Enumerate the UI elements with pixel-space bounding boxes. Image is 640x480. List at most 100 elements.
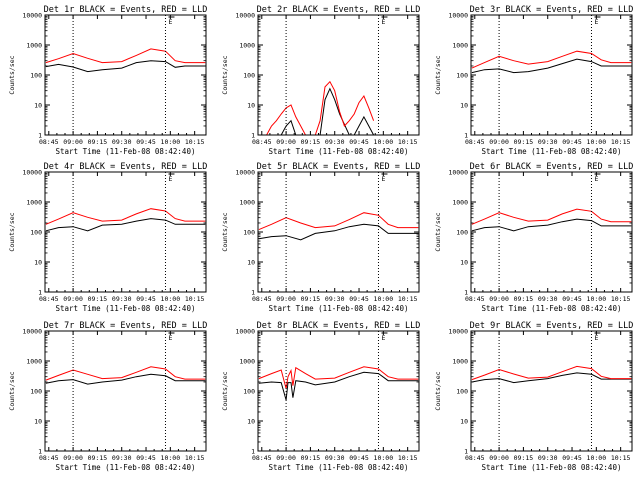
detector-panel-1: Det 1r BLACK = Events, RED = LLDEventsLL… bbox=[8, 5, 207, 156]
y-tick-label: 100 bbox=[456, 229, 468, 237]
x-tick-label: 09:45 bbox=[136, 138, 156, 146]
y-tick-label: 10 bbox=[460, 259, 468, 267]
x-tick-label: 09:45 bbox=[562, 295, 582, 303]
x-tick-label: 10:15 bbox=[185, 454, 205, 462]
detector-panel-6: Det 6r BLACK = Events, RED = LLDEventsLL… bbox=[434, 162, 633, 313]
event-annotation: E bbox=[594, 175, 598, 183]
x-axis-label: Start Time (11-Feb-08 08:42:40) bbox=[482, 463, 622, 472]
y-tick-label: 1000 bbox=[239, 42, 255, 50]
x-tick-label: 09:45 bbox=[349, 295, 369, 303]
series-line-events: Events bbox=[258, 371, 419, 401]
x-tick-label: 09:45 bbox=[349, 138, 369, 146]
x-tick-label: 09:15 bbox=[88, 295, 108, 303]
y-tick-label: 10 bbox=[247, 102, 255, 110]
plot-frame bbox=[257, 330, 420, 452]
y-tick-label: 10 bbox=[34, 102, 42, 110]
detector-panel-8: Det 8r BLACK = Events, RED = LLD EventsLL… bbox=[221, 321, 420, 472]
y-tick-label: 100 bbox=[243, 229, 255, 237]
x-tick-label: 08:45 bbox=[39, 295, 59, 303]
x-tick-label: 08:45 bbox=[252, 454, 272, 462]
x-tick-label: 09:45 bbox=[562, 138, 582, 146]
y-tick-label: 1 bbox=[464, 448, 468, 456]
y-tick-label: 1 bbox=[251, 289, 255, 297]
x-axis-label: Start Time (11-Feb-08 08:42:40) bbox=[269, 147, 409, 156]
x-axis-label: Start Time (11-Feb-08 08:42:40) bbox=[269, 304, 409, 313]
y-tick-label: 10 bbox=[247, 418, 255, 426]
y-tick-label: 1000 bbox=[452, 199, 468, 207]
y-tick-label: 10 bbox=[460, 102, 468, 110]
x-tick-label: 09:00 bbox=[63, 454, 83, 462]
y-tick-label: 10000 bbox=[235, 169, 255, 177]
x-tick-label: 09:15 bbox=[514, 454, 534, 462]
y-tick-label: 10000 bbox=[448, 328, 468, 336]
y-tick-label: 10000 bbox=[22, 328, 42, 336]
series-line-lld: LLD bbox=[45, 208, 206, 225]
x-tick-label: 08:45 bbox=[465, 454, 485, 462]
x-axis-label: Start Time (11-Feb-08 08:42:40) bbox=[56, 304, 196, 313]
panel-title: Det 8r BLACK = Events, RED = LLD bbox=[257, 321, 421, 331]
y-tick-label: 1000 bbox=[26, 358, 42, 366]
y-tick-label: 1 bbox=[38, 132, 42, 140]
x-tick-label: 10:00 bbox=[587, 138, 607, 146]
plot-frame bbox=[44, 330, 207, 452]
y-axis-label: Counts/sec bbox=[434, 371, 442, 410]
x-tick-label: 08:45 bbox=[465, 138, 485, 146]
x-tick-label: 09:30 bbox=[112, 295, 132, 303]
y-tick-label: 100 bbox=[456, 388, 468, 396]
x-tick-label: 10:15 bbox=[398, 454, 418, 462]
x-tick-label: 09:00 bbox=[63, 295, 83, 303]
plot-frame bbox=[470, 14, 633, 136]
plot-frame bbox=[470, 171, 633, 293]
y-axis-label: Counts/sec bbox=[8, 55, 16, 94]
event-annotation: E bbox=[594, 18, 598, 26]
x-tick-label: 10:15 bbox=[185, 295, 205, 303]
y-axis-label: Counts/sec bbox=[434, 212, 442, 251]
x-tick-label: 10:00 bbox=[161, 295, 181, 303]
x-tick-label: 09:15 bbox=[514, 138, 534, 146]
x-tick-label: 09:30 bbox=[538, 138, 558, 146]
event-annotation: E bbox=[381, 18, 385, 26]
y-tick-label: 100 bbox=[243, 388, 255, 396]
y-tick-label: 100 bbox=[243, 72, 255, 80]
x-tick-label: 10:15 bbox=[611, 138, 631, 146]
panel-title: Det 2r BLACK = Events, RED = LLD bbox=[257, 5, 421, 15]
event-annotation: E bbox=[594, 334, 598, 342]
x-tick-label: 09:30 bbox=[325, 138, 345, 146]
x-tick-label: 09:30 bbox=[325, 454, 345, 462]
panel-title: Det 1r BLACK = Events, RED = LLD bbox=[44, 5, 208, 15]
x-tick-label: 09:30 bbox=[538, 454, 558, 462]
x-axis-label: Start Time (11-Feb-08 08:42:40) bbox=[482, 304, 622, 313]
panel-title: Det 5r BLACK = Events, RED = LLD bbox=[257, 162, 421, 172]
series-line-lld: LLD bbox=[471, 50, 632, 69]
x-tick-label: 09:00 bbox=[276, 295, 296, 303]
detector-panel-5: Det 5r BLACK = Events, RED = LLDEventsLL… bbox=[221, 162, 420, 313]
detector-panel-9: Det 9r BLACK = Events, RED = LLDEventsLL… bbox=[434, 321, 633, 472]
y-tick-label: 10000 bbox=[448, 169, 468, 177]
y-axis-label: Counts/sec bbox=[434, 55, 442, 94]
detector-panel-7: Det 7r BLACK = Events, RED = LLDEventsLL… bbox=[8, 321, 207, 472]
y-tick-label: 1 bbox=[251, 448, 255, 456]
x-tick-label: 08:45 bbox=[465, 295, 485, 303]
y-tick-label: 10 bbox=[34, 418, 42, 426]
y-tick-label: 1000 bbox=[452, 358, 468, 366]
x-tick-label: 08:45 bbox=[39, 138, 59, 146]
series-line-lld: LLD bbox=[471, 365, 632, 381]
x-tick-label: 10:15 bbox=[611, 454, 631, 462]
y-tick-label: 10 bbox=[247, 259, 255, 267]
x-tick-label: 09:30 bbox=[325, 295, 345, 303]
panel-title: Det 7r BLACK = Events, RED = LLD bbox=[44, 321, 208, 331]
y-tick-label: 10 bbox=[34, 259, 42, 267]
x-tick-label: 09:15 bbox=[301, 295, 321, 303]
x-tick-label: 09:15 bbox=[514, 295, 534, 303]
x-tick-label: 08:45 bbox=[39, 454, 59, 462]
detector-panel-4: Det 4r BLACK = Events, RED = LLDEventsLL… bbox=[8, 162, 207, 313]
panel-title: Det 3r BLACK = Events, RED = LLD bbox=[470, 5, 634, 15]
x-tick-label: 09:00 bbox=[489, 138, 509, 146]
x-tick-label: 09:00 bbox=[276, 138, 296, 146]
event-annotation: E bbox=[381, 175, 385, 183]
series-line-lld: LLD bbox=[258, 212, 419, 231]
y-axis-label: Counts/sec bbox=[221, 212, 229, 251]
y-tick-label: 10000 bbox=[22, 12, 42, 20]
x-tick-label: 09:45 bbox=[136, 295, 156, 303]
